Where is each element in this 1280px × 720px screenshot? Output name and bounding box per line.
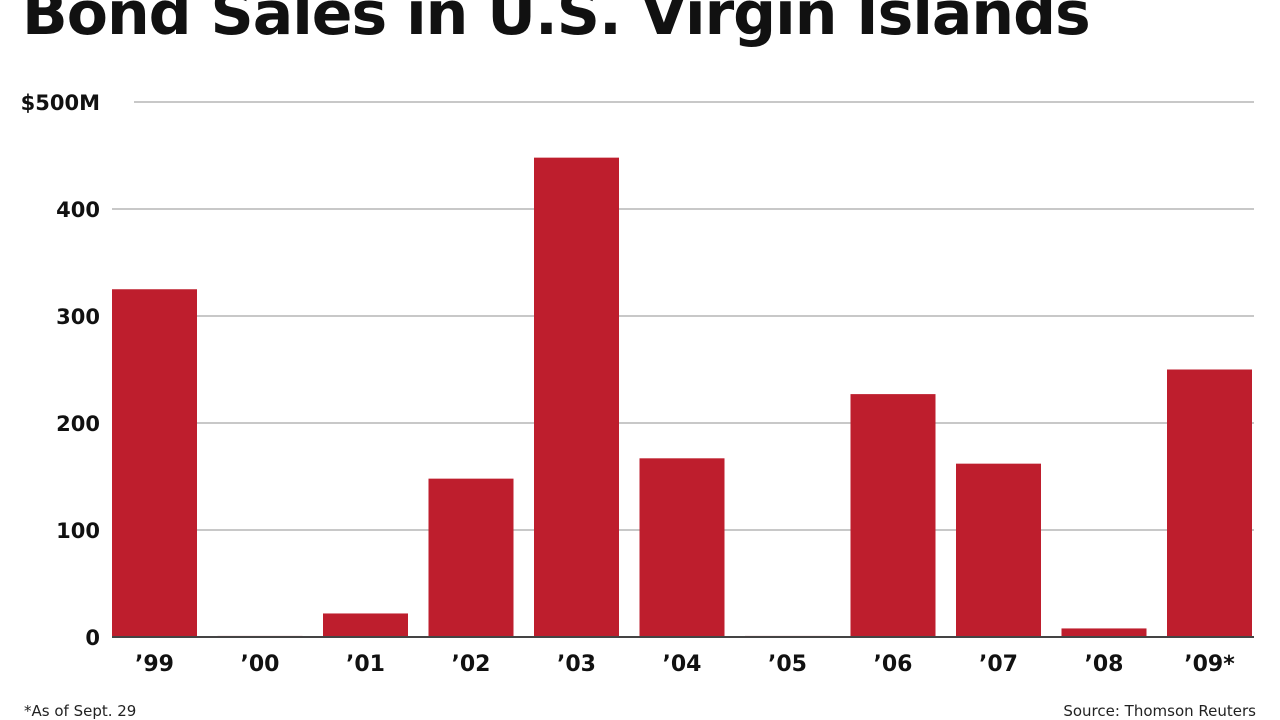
bar-7 — [850, 394, 936, 637]
x-tick-label: ’08 — [1085, 652, 1124, 677]
bar-2 — [323, 613, 408, 637]
y-axis-ticks: 0 100 200 300 400 $500M — [21, 91, 100, 650]
x-tick-label: ’99 — [135, 652, 174, 677]
x-tick-label: ’00 — [241, 652, 280, 677]
x-tick-label: ’02 — [452, 652, 491, 677]
bars — [112, 157, 1254, 638]
x-tick-label: ’09* — [1184, 652, 1235, 677]
x-tick-label: ’03 — [557, 652, 596, 677]
gridlines — [112, 101, 1254, 531]
chart-title: Bond Sales in U.S. Virgin Islands — [22, 0, 1091, 49]
y-tick-label: 400 — [56, 198, 100, 222]
bar-4 — [534, 157, 619, 637]
x-axis-ticks: ’99 ’00 ’01 ’02 ’03 ’04 ’05 ’06 ’07 ’08 ’09* — [135, 652, 1235, 677]
y-tick-label: 300 — [56, 305, 100, 329]
bar-0 — [112, 289, 197, 637]
x-tick-label: ’01 — [346, 652, 385, 677]
source-note: Source: Thomson Reuters — [1063, 702, 1256, 720]
y-tick-label: 100 — [56, 519, 100, 543]
bar-3 — [428, 478, 514, 637]
x-tick-label: ’05 — [768, 652, 807, 677]
y-tick-label: 0 — [85, 626, 100, 650]
y-tick-label: 200 — [56, 412, 100, 436]
x-tick-label: ’04 — [663, 652, 702, 677]
x-tick-label: ’07 — [979, 652, 1018, 677]
y-tick-label: $500M — [21, 91, 100, 115]
bar-9 — [1061, 628, 1147, 637]
footnote: *As of Sept. 29 — [24, 702, 137, 720]
x-tick-label: ’06 — [874, 652, 913, 677]
bar-8 — [956, 463, 1041, 637]
bar-5 — [639, 458, 725, 637]
bar-10 — [1167, 369, 1252, 637]
